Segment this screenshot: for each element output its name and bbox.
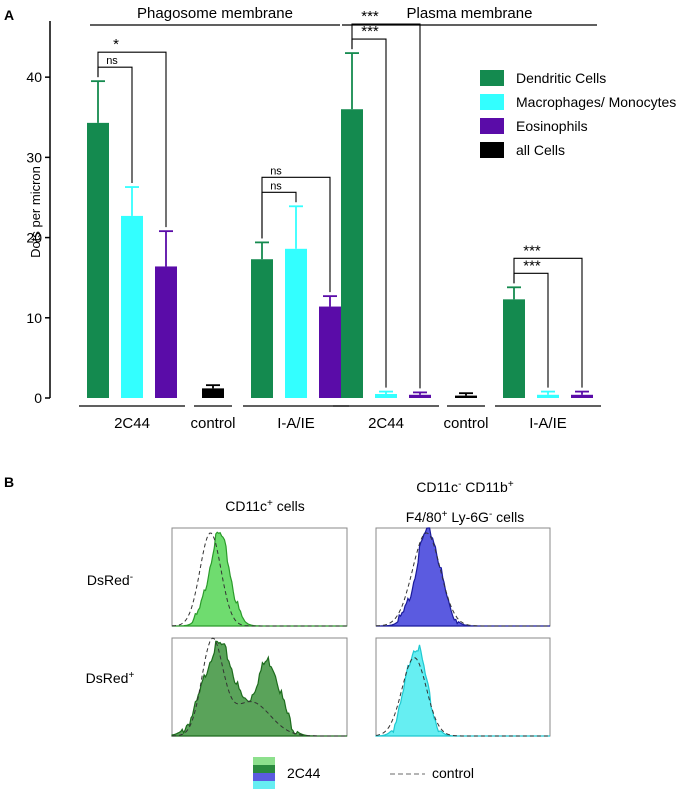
histogram-sample [171,640,347,737]
row-label: DsRed- [87,572,133,589]
legend-swatch [480,94,504,110]
row-label: DsRed+ [86,670,135,687]
legend-swatch [253,773,275,781]
significance-label: *** [523,257,541,274]
bar [87,122,109,399]
text-part: - [130,572,133,583]
significance-label: *** [523,242,541,259]
legend-swatch [480,70,504,86]
bar [537,394,559,398]
significance-label: ns [270,165,282,177]
text-part: DsRed [86,670,129,686]
text-part: - [489,509,492,520]
y-tick-label: 30 [26,149,42,165]
histogram-sample [376,527,550,627]
bar [155,266,177,398]
column-title: F4/80+ Ly-6G- cells [406,509,524,526]
significance-bracket [513,257,583,388]
text-part: + [267,498,273,509]
legend-label: Eosinophils [516,118,588,134]
legend-label: control [432,765,474,781]
histogram-control [375,657,550,737]
bar [409,394,431,398]
y-tick-label: 20 [26,230,42,246]
group-label: control [443,415,488,432]
text-part: CD11c [416,479,458,495]
bar [571,394,593,398]
legend-swatch [253,781,275,789]
section-title: Plasma membrane [407,5,533,22]
group-label: control [190,415,235,432]
y-tick-label: 10 [26,310,42,326]
bar [251,259,273,398]
group-label: I-A/IE [277,415,315,432]
text-part: cells [492,509,524,525]
legend-label: Dendritic Cells [516,70,606,86]
legend-swatch [253,757,275,765]
text-part: + [442,509,448,520]
significance-label: ns [106,55,118,67]
significance-label: *** [361,8,379,25]
panel-label-a: A [4,7,14,23]
y-axis-label: Dots per micron [28,166,43,258]
legend-swatch [480,142,504,158]
histogram-control [375,532,550,627]
bar-chart: 0 10 20 30 40 Dots per micron Phagosome membra… [26,5,676,432]
text-part: + [128,670,134,681]
legend-label: all Cells [516,142,565,158]
significance-bracket [261,176,331,293]
section-title: Phagosome membrane [137,5,293,22]
group-label: I-A/IE [529,415,567,432]
bar [319,306,341,398]
bar [375,393,397,398]
histogram-control [171,532,347,627]
text-part: + [508,479,514,490]
y-tick-label: 40 [26,69,42,85]
legend-swatch [253,765,275,773]
significance-label: ns [270,180,282,192]
column-title: CD11c- CD11b+ [416,479,514,496]
histogram-sample [375,644,550,737]
bar [503,299,525,398]
significance-bracket [97,51,167,228]
bar [341,109,363,398]
legend-label: 2C44 [287,765,321,781]
significance-bracket [261,191,297,239]
group-label: 2C44 [368,415,404,432]
histogram-frame [375,527,551,627]
text-part: Ly-6G [447,509,489,525]
bar [121,215,143,398]
bar [285,248,307,398]
panel-label-b: B [4,474,14,490]
text-part: DsRed [87,572,130,588]
column-title: CD11c+ cells [225,498,305,515]
text-part: CD11c [225,498,267,514]
legend-swatch [480,118,504,134]
bar [202,388,224,398]
significance-label: * [113,36,119,53]
text-part: - [458,479,461,490]
bar [455,395,477,398]
significance-label: *** [361,23,379,40]
y-tick-label: 0 [34,390,42,406]
text-part: CD11b [461,479,508,495]
text-part: cells [273,498,305,514]
significance-bracket [351,23,421,389]
text-part: F4/80 [406,509,442,525]
legend-label: Macrophages/ Monocytes [516,94,676,110]
group-label: 2C44 [114,415,150,432]
